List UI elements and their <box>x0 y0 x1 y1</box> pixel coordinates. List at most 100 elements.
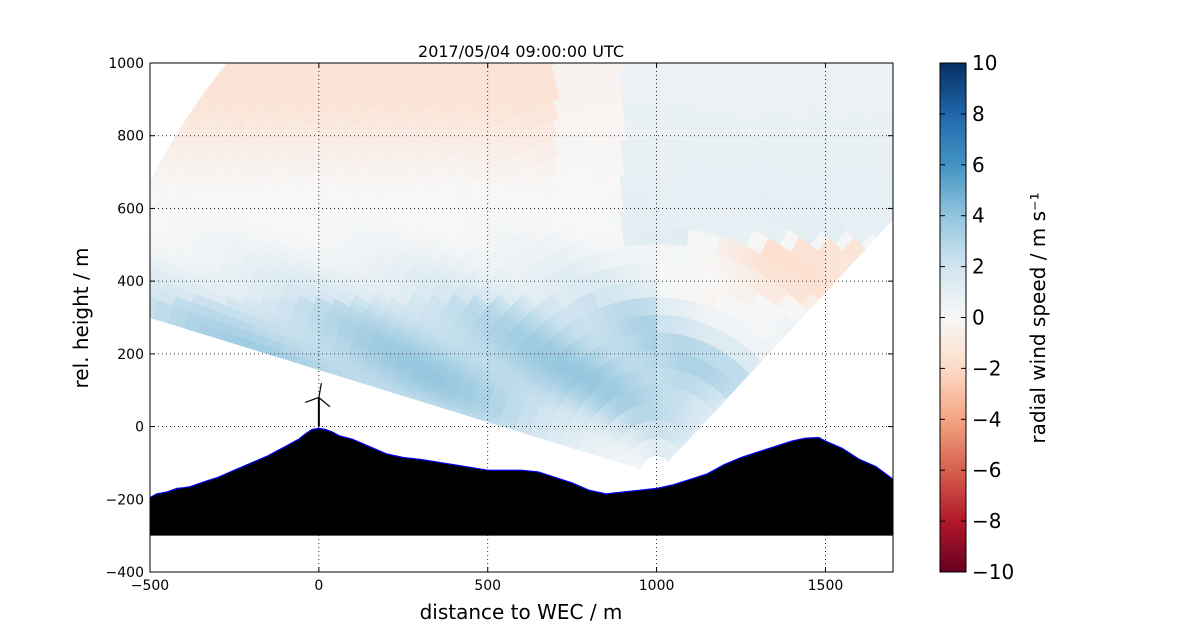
scan-cell <box>872 42 887 62</box>
scan-cell <box>395 63 402 66</box>
y-axis-label: rel. height / m <box>69 247 93 388</box>
scan-cell <box>638 63 647 69</box>
scan-cell <box>873 22 888 42</box>
scan-cell <box>707 36 716 55</box>
scan-cell <box>289 16 307 36</box>
y-tick-label: 1000 <box>108 56 144 72</box>
scan-cell <box>949 11 966 31</box>
scan-cell <box>278 2 296 22</box>
scan-cell <box>905 64 921 83</box>
scan-cell <box>624 33 632 51</box>
scan-cell <box>946 31 963 51</box>
scan-cell <box>686 34 694 52</box>
scan-cell <box>902 84 918 103</box>
scan-cell <box>640 102 648 122</box>
scan-cell <box>1023 8 1041 28</box>
scan-cell <box>658 63 667 69</box>
scan-cell <box>921 122 937 141</box>
scan-cell <box>430 19 445 39</box>
scan-cell <box>659 32 666 50</box>
scan-cell <box>678 63 686 70</box>
scan-cell <box>896 0 912 15</box>
scan-cell <box>730 22 740 41</box>
scan-cell <box>785 63 798 77</box>
scan-cell <box>423 0 438 3</box>
scan-cell <box>901 40 917 60</box>
scan-cell <box>998 8 1016 28</box>
scan-cell <box>653 243 659 263</box>
scan-cell <box>758 0 769 12</box>
scan-cell <box>1010 67 1028 86</box>
colorbar-tick-label: −10 <box>972 560 1014 584</box>
scan-cell <box>550 63 559 66</box>
turbine-blade <box>318 383 322 398</box>
scan-cell <box>657 172 664 192</box>
scan-cell <box>920 98 936 117</box>
scan-cell <box>534 0 546 14</box>
scan-cell <box>263 16 281 36</box>
scan-cell <box>734 41 744 60</box>
scan-cell <box>740 42 750 61</box>
x-tick-label: 0 <box>314 578 323 594</box>
scan-cell <box>674 15 682 33</box>
scan-cell <box>632 67 641 87</box>
scan-cell <box>736 0 747 6</box>
scan-cell <box>907 182 923 199</box>
scan-cell <box>919 0 935 10</box>
scan-cell <box>824 16 838 36</box>
scan-cell <box>877 175 893 195</box>
scan-cell <box>460 4 474 24</box>
scan-cell <box>385 6 401 26</box>
scan-cell <box>637 15 645 33</box>
scan-cell <box>898 103 914 122</box>
scan-cell <box>852 10 866 30</box>
scan-cell <box>528 63 539 73</box>
scan-cell <box>773 0 785 16</box>
scan-cell <box>887 123 893 136</box>
scan-cell <box>432 63 448 79</box>
scan-cell <box>836 0 850 3</box>
scan-cell <box>904 0 920 20</box>
scan-cell <box>647 155 655 174</box>
scan-cell <box>937 46 954 66</box>
scan-cell <box>903 177 919 195</box>
scan-cell <box>895 16 911 36</box>
scan-cell <box>664 67 673 86</box>
scan-cell <box>296 63 316 76</box>
scan-cell <box>894 35 910 55</box>
scan-cell <box>606 0 615 18</box>
y-tick-label: 200 <box>117 347 144 363</box>
scan-cell <box>150 208 156 222</box>
scan-cell <box>915 117 931 136</box>
scan-cell <box>788 2 801 21</box>
scan-cell <box>623 16 631 34</box>
scan-cell <box>942 6 959 26</box>
scan-cell <box>336 0 353 19</box>
scan-cell <box>482 63 495 73</box>
scan-cell <box>925 151 941 169</box>
scan-cell <box>332 63 346 71</box>
y-tick-label: −400 <box>106 565 144 581</box>
scan-cell <box>521 63 533 75</box>
scan-cell <box>654 261 659 280</box>
scan-cell <box>353 7 370 27</box>
scan-cell <box>713 0 723 2</box>
scan-cell <box>650 243 655 263</box>
scan-cell <box>568 5 579 24</box>
scan-cell <box>658 67 667 86</box>
scan-cell <box>958 0 975 17</box>
scan-cell <box>284 63 297 70</box>
scan-cell <box>884 63 893 71</box>
scan-cell <box>859 34 874 54</box>
scan-cell <box>930 40 946 60</box>
scan-cell <box>925 104 941 123</box>
scan-cell <box>859 0 874 14</box>
scan-cell <box>121 298 139 313</box>
scan-cell <box>405 63 421 76</box>
scan-cell <box>798 43 811 62</box>
scan-cell <box>580 0 590 4</box>
scan-cell <box>831 39 845 59</box>
scan-cell <box>755 10 766 29</box>
scan-cell <box>904 107 920 126</box>
scan-cell <box>888 11 903 31</box>
